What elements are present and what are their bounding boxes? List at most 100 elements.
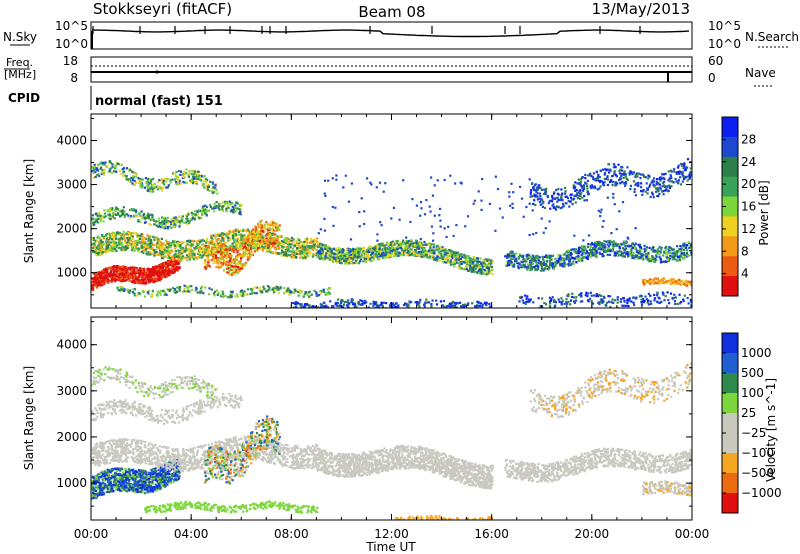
backscatter-cell xyxy=(271,223,274,226)
backscatter-cell xyxy=(138,276,141,279)
backscatter-cell xyxy=(91,214,94,217)
backscatter-cell xyxy=(157,291,160,294)
backscatter-cell xyxy=(360,303,363,306)
backscatter-cell xyxy=(404,245,407,248)
backscatter-cell xyxy=(233,248,236,251)
backscatter-cell xyxy=(258,221,262,224)
backscatter-cell xyxy=(241,264,244,267)
backscatter-cell xyxy=(289,255,293,258)
backscatter-cell xyxy=(231,234,235,237)
backscatter-cell xyxy=(225,271,229,274)
backscatter-cell xyxy=(410,244,413,247)
backscatter-cell xyxy=(161,275,164,278)
backscatter-cell xyxy=(158,277,161,280)
backscatter-cell xyxy=(449,303,453,306)
backscatter-cell xyxy=(446,250,449,253)
backscatter-cell xyxy=(382,301,385,304)
backscatter-cell xyxy=(157,267,160,270)
backscatter-cell xyxy=(302,309,304,311)
backscatter-cell xyxy=(121,232,124,235)
backscatter-cell xyxy=(144,243,147,246)
backscatter-cell xyxy=(440,250,443,253)
backscatter-cell xyxy=(231,292,234,295)
backscatter-cell xyxy=(305,248,308,251)
backscatter-cell xyxy=(153,267,156,270)
backscatter-cell xyxy=(282,243,286,246)
backscatter-cell xyxy=(415,239,418,242)
backscatter-cell xyxy=(460,308,462,310)
backscatter-cell xyxy=(296,249,299,252)
backscatter-cell xyxy=(366,250,369,253)
backscatter-cell xyxy=(250,240,254,243)
backscatter-cell xyxy=(410,301,413,304)
backscatter-cell xyxy=(348,258,351,261)
backscatter-cell xyxy=(147,239,150,242)
backscatter-cell xyxy=(200,175,203,178)
backscatter-cell xyxy=(162,179,165,182)
backscatter-cell xyxy=(435,303,439,306)
backscatter-cell xyxy=(358,249,361,252)
backscatter-cell xyxy=(219,240,222,243)
backscatter-cell xyxy=(106,277,109,281)
backscatter-cell xyxy=(200,216,203,219)
backscatter-cell xyxy=(235,255,238,258)
backscatter-cell xyxy=(164,225,167,228)
backscatter-cell xyxy=(283,238,286,241)
backscatter-cell xyxy=(99,220,102,223)
backscatter-cell xyxy=(99,273,102,276)
backscatter-cell xyxy=(186,248,189,251)
backscatter-cell xyxy=(148,281,151,284)
backscatter-cell xyxy=(357,251,360,254)
backscatter-cell xyxy=(135,266,138,270)
backscatter-cell xyxy=(418,246,421,249)
backscatter-cell xyxy=(368,250,371,253)
backscatter-cell xyxy=(474,305,477,308)
backscatter-cell xyxy=(194,171,198,174)
backscatter-cell xyxy=(131,179,134,182)
backscatter-cell xyxy=(239,233,243,236)
backscatter-cell xyxy=(268,243,271,247)
backscatter-cell xyxy=(138,279,141,282)
backscatter-cell xyxy=(327,292,330,296)
backscatter-cell xyxy=(378,257,381,260)
backscatter-cell xyxy=(423,247,426,250)
backscatter-cell xyxy=(101,240,104,243)
backscatter-cell xyxy=(147,182,150,185)
backscatter-cell xyxy=(171,221,174,224)
backscatter-cell xyxy=(196,291,199,294)
backscatter-cell xyxy=(131,275,134,278)
backscatter-cell xyxy=(444,258,447,261)
backscatter-cell xyxy=(155,268,159,271)
backscatter-cell xyxy=(375,250,378,253)
backscatter-cell xyxy=(323,291,326,294)
backscatter-cell xyxy=(239,260,242,263)
backscatter-cell xyxy=(208,259,211,262)
backscatter-cell xyxy=(144,250,147,253)
backscatter-cell xyxy=(190,181,193,184)
backscatter-cell xyxy=(265,246,268,249)
backscatter-cell xyxy=(191,253,194,256)
backscatter-cell xyxy=(276,288,279,291)
backscatter-cell xyxy=(284,236,287,239)
backscatter-cell xyxy=(307,255,310,258)
backscatter-cell xyxy=(235,201,238,204)
backscatter-cell xyxy=(109,247,112,250)
backscatter-cell xyxy=(115,270,119,273)
backscatter-cell xyxy=(102,171,105,174)
backscatter-cell xyxy=(211,246,214,249)
backscatter-cell xyxy=(451,302,454,305)
backscatter-cell xyxy=(146,253,149,256)
backscatter-cell xyxy=(435,247,438,250)
backscatter-cell xyxy=(159,278,162,281)
backscatter-cell xyxy=(351,249,354,252)
backscatter-cell xyxy=(384,253,387,257)
backscatter-cell xyxy=(300,306,303,308)
backscatter-cell xyxy=(240,208,243,211)
backscatter-cell xyxy=(224,244,227,248)
backscatter-cell xyxy=(174,252,177,256)
backscatter-cell xyxy=(483,264,486,268)
backscatter-cell xyxy=(100,253,103,256)
backscatter-cell xyxy=(322,253,325,256)
backscatter-cell xyxy=(178,220,181,223)
backscatter-cell xyxy=(332,257,335,260)
